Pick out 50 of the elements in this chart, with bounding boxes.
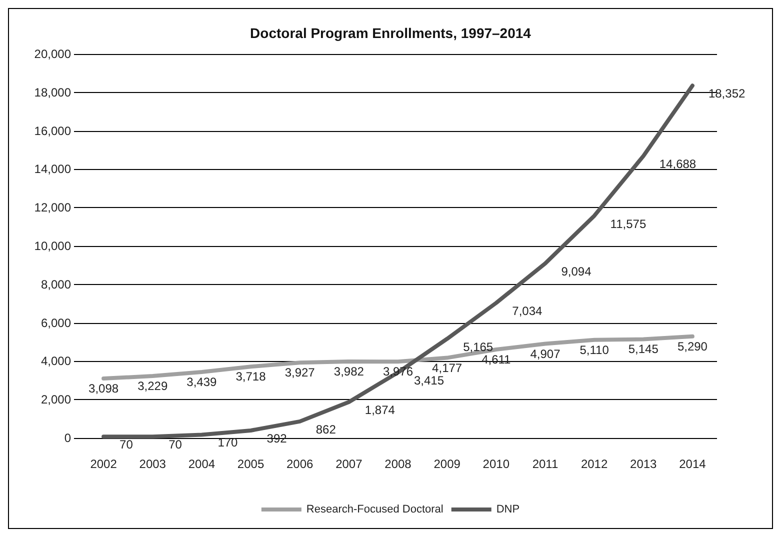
data-label: 3,982 [334,364,364,379]
data-label: 9,094 [561,264,592,278]
x-tick-label: 2008 [384,457,412,471]
x-tick-label: 2014 [679,457,706,471]
data-label: 70 [120,438,134,452]
y-tick-label: 20,000 [34,47,72,61]
data-label: 70 [168,438,182,452]
x-tick-label: 2005 [237,457,264,471]
y-tick-label: 6,000 [40,316,72,330]
data-label: 3,927 [284,366,316,380]
data-label: 4,907 [530,346,561,361]
data-label: 3,229 [138,379,168,394]
data-label: 18,352 [708,86,746,101]
y-tick-label: 10,000 [34,239,72,253]
x-tick-label: 2011 [532,457,558,471]
data-label: 5,165 [463,340,494,354]
y-tick-label: 12,000 [34,200,72,215]
y-tick-label: 18,000 [34,85,72,100]
chart-title: Doctoral Program Enrollments, 1997–2014 [250,25,532,41]
data-label: 3,415 [414,373,444,388]
data-label: 14,688 [659,156,696,171]
data-label: 11,575 [610,216,646,231]
x-tick-label: 2004 [188,457,216,471]
y-tick-label: 8,000 [40,277,72,292]
x-tick-label: 2006 [286,457,314,471]
x-tick-label: 2012 [580,457,608,471]
x-tick-label: 2007 [336,457,363,471]
x-tick-label: 2013 [630,457,658,471]
y-tick-label: 16,000 [34,124,72,138]
legend-label: DNP [496,504,520,516]
data-label: 3,718 [236,370,266,384]
legend-label: Research-Focused Doctoral [306,504,444,516]
data-label: 5,290 [677,339,708,354]
x-tick-label: 2009 [434,457,461,471]
y-tick-label: 4,000 [40,354,72,368]
y-tick-label: 2,000 [40,392,72,407]
data-label: 170 [218,436,238,450]
x-tick-label: 2003 [139,457,166,471]
data-label: 5,145 [628,342,659,356]
x-tick-label: 2010 [482,457,510,471]
y-tick-label: 14,000 [34,162,72,176]
data-label: 3,439 [186,374,218,389]
data-label: 4,177 [432,360,462,375]
data-label: 7,034 [512,304,543,318]
data-label: 1,874 [364,403,396,418]
data-label: 3,098 [88,382,119,396]
y-tick-label: 0 [64,431,72,445]
data-label: 862 [316,422,336,436]
data-label: 5,110 [580,342,610,357]
x-tick-label: 2002 [90,457,118,471]
